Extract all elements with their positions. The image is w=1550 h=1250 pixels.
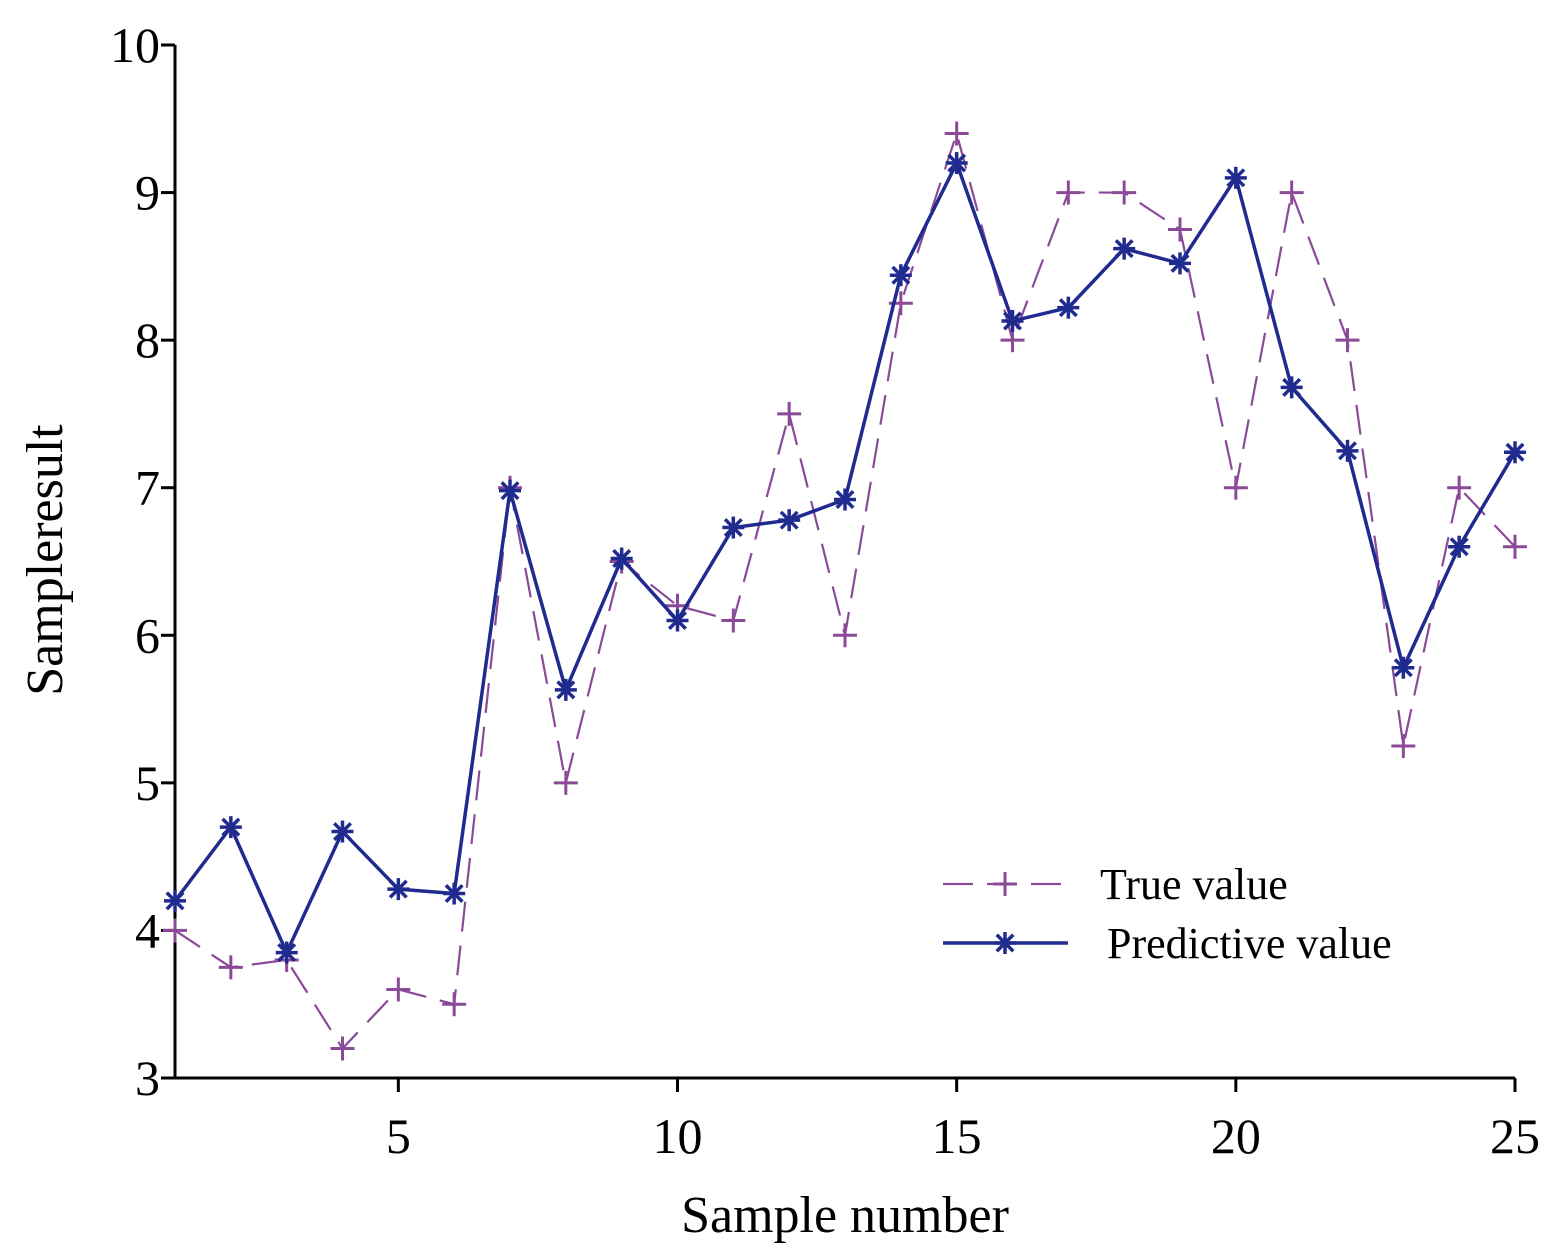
data-point	[1280, 376, 1303, 399]
data-point	[722, 516, 745, 539]
x-tick-label: 10	[653, 1108, 703, 1164]
data-point	[1503, 534, 1527, 559]
data-point	[499, 479, 521, 502]
x-tick-label: 20	[1211, 1108, 1261, 1164]
legend-label: True value	[1100, 860, 1288, 909]
data-point	[1112, 180, 1137, 205]
data-point	[889, 264, 912, 287]
x-tick-label: 15	[932, 1108, 982, 1164]
data-point	[1001, 309, 1024, 332]
data-point	[1169, 252, 1191, 275]
y-axis-label: Sampleresult	[17, 424, 74, 696]
data-point	[387, 878, 410, 901]
series-2	[164, 152, 1526, 964]
data-point	[163, 918, 187, 943]
data-point	[945, 152, 968, 175]
y-tick-label: 9	[135, 165, 160, 221]
data-point	[1000, 328, 1025, 353]
data-point	[1057, 296, 1080, 319]
data-point	[442, 992, 467, 1017]
data-point	[1335, 328, 1360, 353]
y-tick-label: 3	[135, 1050, 160, 1106]
x-axis-label: Sample number	[681, 1187, 1009, 1244]
data-point	[1336, 439, 1359, 462]
y-tick-label: 7	[135, 460, 160, 516]
data-point	[218, 955, 243, 980]
data-point	[553, 770, 578, 795]
data-point	[554, 678, 577, 701]
y-tick-label: 8	[135, 312, 160, 368]
data-point	[330, 1036, 355, 1061]
legend-label: Predictive value	[1107, 919, 1392, 968]
series-line	[174, 132, 1516, 1050]
data-point	[1113, 237, 1136, 260]
data-point	[1447, 475, 1472, 500]
series-1	[163, 121, 1527, 1061]
data-point	[777, 401, 802, 426]
y-tick-label: 10	[110, 17, 160, 73]
data-point	[1168, 217, 1192, 242]
data-point	[1223, 475, 1248, 500]
data-point	[1224, 166, 1247, 189]
data-point	[275, 941, 298, 964]
data-point	[1279, 180, 1304, 205]
data-point	[1448, 535, 1471, 558]
data-point	[443, 882, 466, 905]
series-line	[173, 161, 1517, 955]
series-layer	[163, 121, 1527, 1061]
data-point	[721, 608, 746, 633]
legend-item: True value	[943, 860, 1288, 909]
ticks: 3 4 5 6 7 8 9 10 5 10 15 20 25	[110, 17, 1540, 1164]
y-tick-label: 6	[135, 607, 160, 663]
data-point	[666, 609, 689, 632]
data-point	[834, 488, 856, 511]
data-point	[1392, 656, 1415, 679]
legend-item: Predictive value	[943, 919, 1392, 968]
x-tick-label: 5	[386, 1108, 411, 1164]
data-point	[331, 820, 354, 843]
data-point	[833, 623, 857, 648]
data-point	[386, 977, 411, 1002]
data-point	[1391, 733, 1416, 758]
legend-marker	[993, 872, 1017, 896]
data-point	[778, 509, 801, 532]
data-point	[164, 889, 186, 912]
data-point	[1056, 180, 1081, 205]
x-tick-label: 25	[1490, 1108, 1540, 1164]
legend-marker	[994, 932, 1016, 954]
y-tick-label: 5	[135, 755, 160, 811]
legend: True value Predictive value	[943, 860, 1392, 968]
data-point	[1504, 441, 1526, 464]
data-point	[944, 121, 969, 146]
data-point	[219, 816, 242, 839]
y-tick-label: 4	[135, 902, 160, 958]
data-point	[610, 547, 633, 570]
